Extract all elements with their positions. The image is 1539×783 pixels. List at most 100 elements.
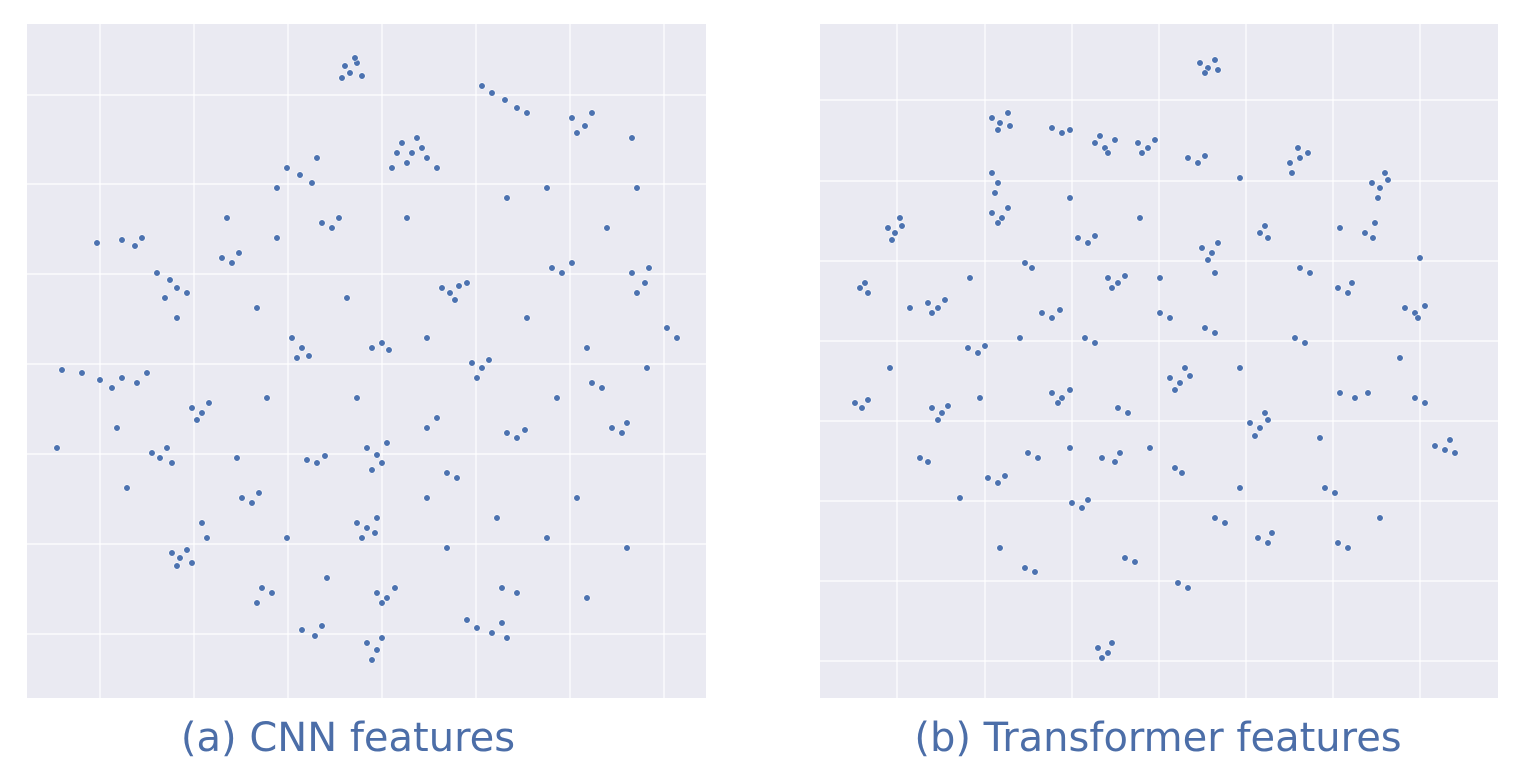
point — [378, 459, 386, 467]
point — [378, 339, 386, 347]
point — [618, 429, 626, 437]
point — [378, 634, 386, 642]
point — [161, 294, 169, 302]
point — [1166, 374, 1174, 382]
point — [313, 154, 321, 162]
point — [851, 399, 859, 407]
point — [205, 399, 213, 407]
point — [1306, 269, 1314, 277]
point — [238, 494, 246, 502]
point — [311, 632, 319, 640]
point — [503, 634, 511, 642]
point — [338, 74, 346, 82]
point — [173, 562, 181, 570]
point — [543, 184, 551, 192]
point — [1264, 539, 1272, 547]
point — [1021, 564, 1029, 572]
point — [113, 424, 121, 432]
point — [1364, 389, 1372, 397]
point — [1024, 449, 1032, 457]
point — [1204, 256, 1212, 264]
grid — [820, 24, 1498, 698]
point — [1236, 364, 1244, 372]
point — [1098, 654, 1106, 662]
point — [1384, 176, 1392, 184]
point — [353, 519, 361, 527]
point — [341, 62, 349, 70]
point — [393, 149, 401, 157]
point — [156, 454, 164, 462]
plot-area — [27, 24, 706, 698]
point — [1348, 279, 1356, 287]
point — [188, 404, 196, 412]
point — [473, 624, 481, 632]
point — [1336, 389, 1344, 397]
point — [548, 264, 556, 272]
point — [573, 129, 581, 137]
point — [443, 469, 451, 477]
point — [633, 289, 641, 297]
point — [1006, 122, 1014, 130]
point — [1054, 399, 1062, 407]
point — [1136, 214, 1144, 222]
point — [383, 594, 391, 602]
point — [423, 494, 431, 502]
point — [1028, 264, 1036, 272]
point — [956, 494, 964, 502]
point — [473, 374, 481, 382]
point — [303, 456, 311, 464]
point — [513, 104, 521, 112]
point — [1084, 239, 1092, 247]
point — [598, 384, 606, 392]
point — [1261, 222, 1269, 230]
point — [1124, 409, 1132, 417]
point — [498, 619, 506, 627]
point — [1334, 539, 1342, 547]
point — [153, 269, 161, 277]
point — [603, 224, 611, 232]
point — [886, 364, 894, 372]
point — [258, 584, 266, 592]
point — [623, 544, 631, 552]
point — [1264, 234, 1272, 242]
point — [168, 549, 176, 557]
point — [608, 424, 616, 432]
point — [1121, 272, 1129, 280]
point — [891, 229, 899, 237]
point — [203, 534, 211, 542]
point — [583, 344, 591, 352]
point — [1048, 389, 1056, 397]
point — [1301, 339, 1309, 347]
point — [373, 514, 381, 522]
point — [673, 334, 681, 342]
point — [1374, 194, 1382, 202]
point — [1221, 519, 1229, 527]
point — [924, 458, 932, 466]
point — [1074, 234, 1082, 242]
point — [1181, 364, 1189, 372]
point — [643, 364, 651, 372]
point — [138, 234, 146, 242]
point — [1038, 309, 1046, 317]
point — [1111, 458, 1119, 466]
point — [1421, 399, 1429, 407]
point — [583, 594, 591, 602]
point — [884, 224, 892, 232]
point — [934, 304, 942, 312]
point — [1104, 274, 1112, 282]
grid — [27, 24, 706, 698]
point — [984, 474, 992, 482]
point — [928, 404, 936, 412]
point — [1441, 446, 1449, 454]
point — [1321, 484, 1329, 492]
point — [996, 119, 1004, 127]
point — [568, 259, 576, 267]
point — [1121, 554, 1129, 562]
point — [906, 304, 914, 312]
point — [501, 96, 509, 104]
point — [1178, 469, 1186, 477]
point — [493, 514, 501, 522]
point — [1396, 354, 1404, 362]
point — [391, 584, 399, 592]
point — [1096, 132, 1104, 140]
